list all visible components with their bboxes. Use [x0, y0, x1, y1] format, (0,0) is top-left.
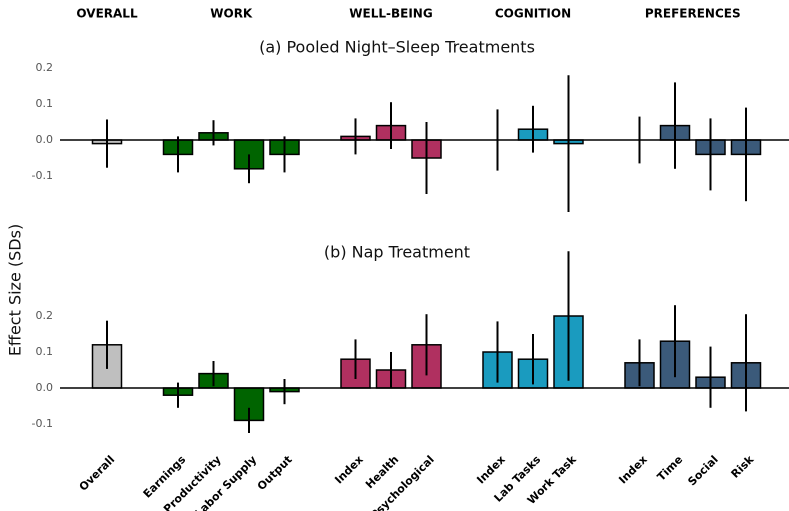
x-tick-label: Index — [474, 453, 507, 486]
group-header: PREFERENCES — [645, 7, 741, 21]
panel-title: (a) Pooled Night–Sleep Treatments — [259, 38, 535, 57]
x-tick-label: Overall — [77, 453, 118, 494]
y-tick-label: 0.1 — [36, 345, 54, 358]
y-tick-label: 0.0 — [36, 133, 54, 146]
y-axis-label: Effect Size (SDs) — [6, 224, 25, 356]
x-tick-label: Output — [255, 453, 295, 493]
group-header: COGNITION — [495, 7, 571, 21]
y-tick-label: 0.2 — [36, 309, 54, 322]
y-tick-label: 0.2 — [36, 61, 54, 74]
y-tick-label: -0.1 — [32, 417, 53, 430]
x-tick-label: Index — [332, 453, 365, 486]
group-header: WORK — [210, 7, 253, 21]
group-header: WELL-BEING — [349, 7, 432, 21]
group-header: OVERALL — [76, 7, 138, 21]
x-tick-label: Time — [655, 453, 686, 484]
y-tick-label: 0.0 — [36, 381, 54, 394]
y-tick-label: 0.1 — [36, 97, 54, 110]
y-tick-label: -0.1 — [32, 169, 53, 182]
x-tick-label: Index — [616, 453, 649, 486]
x-tick-label: Risk — [729, 453, 757, 481]
panel-title: (b) Nap Treatment — [324, 243, 470, 262]
x-tick-label: Social — [685, 453, 720, 488]
